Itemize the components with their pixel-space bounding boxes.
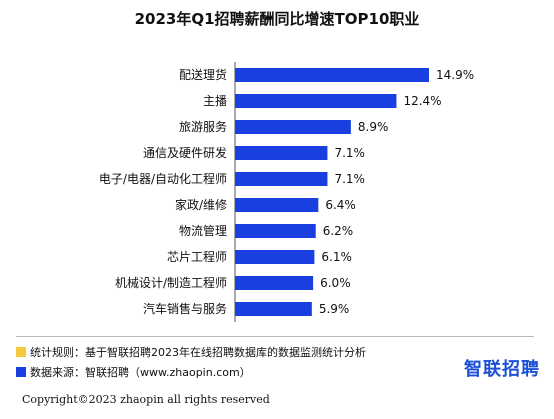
bar [235, 302, 312, 316]
source-note: 数据来源：智联招聘（www.zhaopin.com） [16, 364, 251, 380]
value-label: 6.0% [320, 276, 351, 290]
bar [235, 120, 351, 134]
yellow-square-icon [16, 347, 26, 357]
value-label: 7.1% [334, 172, 365, 186]
bar-chart: 配送理货 14.9% 主播 12.4% 旅游服务 8.9% 通信及硬件研发 7.1% 电子/电器… [99, 62, 474, 322]
category-label: 主播 [203, 94, 227, 108]
category-label: 旅游服务 [179, 119, 227, 134]
value-label: 12.4% [403, 94, 441, 108]
category-label: 汽车销售与服务 [143, 301, 227, 316]
source-note-text: 数据来源：智联招聘（www.zhaopin.com） [30, 366, 251, 379]
category-label: 配送理货 [179, 67, 227, 82]
bars-layer: 配送理货 14.9% 主播 12.4% 旅游服务 8.9% 通信及硬件研发 7.1% 电子/电器… [99, 67, 474, 316]
category-label: 家政/维修 [175, 197, 227, 212]
value-label: 6.4% [325, 198, 356, 212]
bar [235, 276, 314, 290]
value-label: 6.2% [323, 224, 354, 238]
category-label: 机械设计/制造工程师 [115, 275, 227, 290]
value-label: 5.9% [319, 302, 350, 316]
value-label: 8.9% [358, 120, 389, 134]
bar [235, 172, 328, 186]
bar [235, 68, 429, 82]
blue-square-icon [16, 367, 26, 377]
value-label: 7.1% [334, 146, 365, 160]
bar [235, 224, 316, 238]
bar [235, 146, 328, 160]
category-label: 物流管理 [179, 223, 227, 238]
category-label: 电子/电器/自动化工程师 [99, 171, 227, 186]
copyright-text: Copyright©2023 zhaopin all rights reserv… [22, 393, 270, 406]
rule-note: 统计规则：基于智联招聘2023年在线招聘数据库的数据监测统计分析 [16, 344, 366, 360]
footer-divider [16, 336, 534, 337]
chart-title: 2023年Q1招聘薪酬同比增速TOP10职业 [134, 10, 420, 28]
bar [235, 94, 397, 108]
category-label: 通信及硬件研发 [143, 145, 227, 160]
value-label: 6.1% [321, 250, 352, 264]
bar [235, 250, 315, 264]
category-label: 芯片工程师 [167, 249, 227, 264]
rule-note-text: 统计规则：基于智联招聘2023年在线招聘数据库的数据监测统计分析 [30, 346, 366, 359]
zhaopin-logo: 智联招聘 [464, 359, 540, 380]
value-label: 14.9% [436, 68, 474, 82]
bar [235, 198, 319, 212]
